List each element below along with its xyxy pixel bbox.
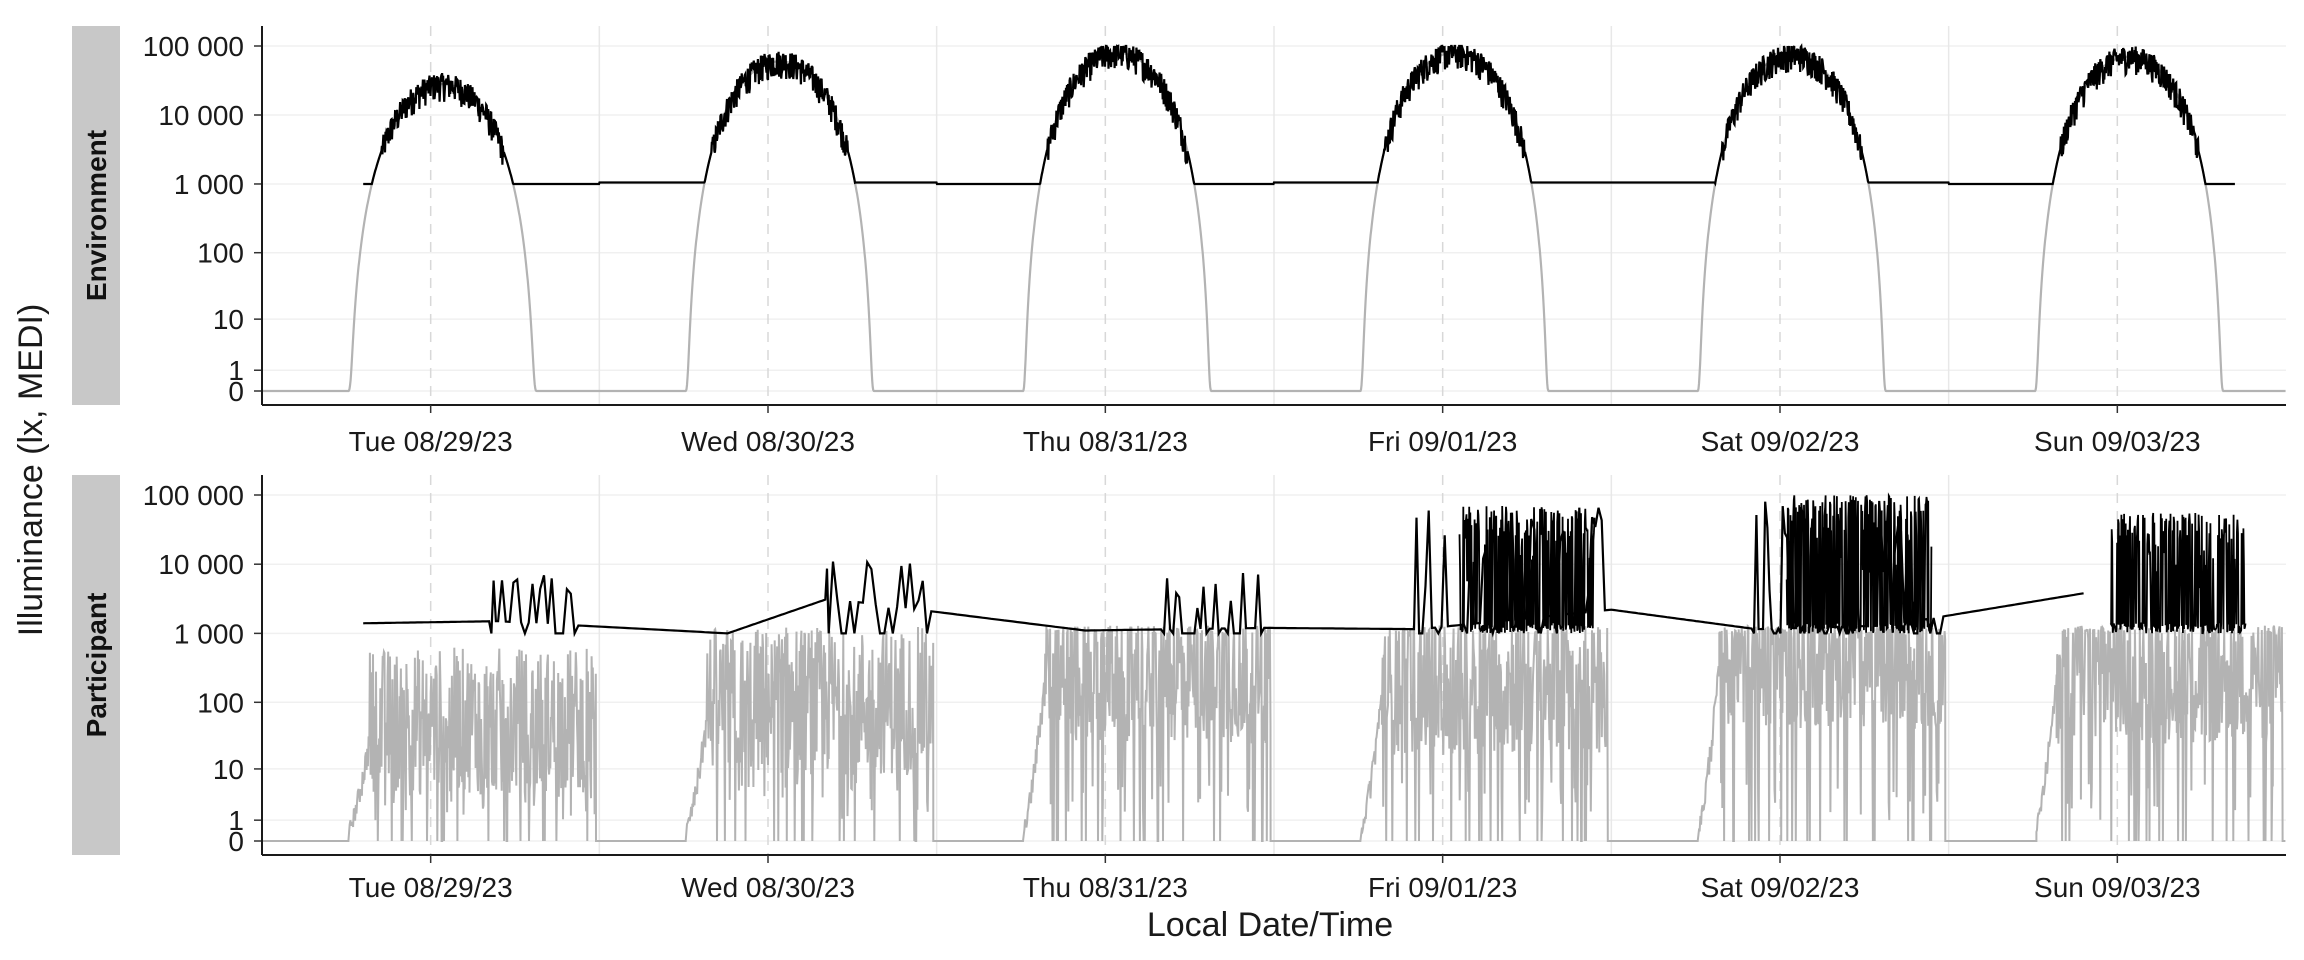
y-tick-label: 10 000	[158, 100, 244, 131]
x-tick-label: Sun 09/03/23	[2034, 872, 2201, 903]
y-tick-label: 1 000	[174, 169, 244, 200]
series-illuminance	[262, 623, 2286, 842]
facet-strip	[72, 475, 120, 855]
y-tick-label: 10	[213, 304, 244, 335]
x-tick-label: Fri 09/01/23	[1368, 426, 1517, 457]
y-tick-label: 1	[228, 355, 244, 386]
series-envelope	[363, 43, 2235, 187]
x-tick-label: Tue 08/29/23	[349, 426, 513, 457]
facet-label: Environment	[81, 130, 112, 301]
panel-environment: Environment 01 10 100 1 000 10 000 100 000 Tue …	[72, 26, 2286, 457]
x-tick-label: Sat 09/02/23	[1701, 872, 1860, 903]
x-axis-title: Local Date/Time	[1147, 906, 1393, 944]
y-tick-label: 1 000	[174, 618, 244, 649]
y-tick-label: 10 000	[158, 549, 244, 580]
series-envelope-burst	[2109, 512, 2247, 635]
x-tick-label: Wed 08/30/23	[681, 426, 855, 457]
y-tick-label: 0	[228, 376, 244, 407]
x-tick-label: Thu 08/31/23	[1023, 426, 1188, 457]
x-tick-label: Wed 08/30/23	[681, 872, 855, 903]
series-envelope-burst	[1458, 505, 1596, 634]
y-tick-label: 1	[228, 805, 244, 836]
x-tick-label: Thu 08/31/23	[1023, 872, 1188, 903]
facet-label: Participant	[81, 593, 112, 738]
series-illuminance	[262, 51, 2286, 393]
x-tick-label: Sun 09/03/23	[2034, 426, 2201, 457]
x-tick-label: Sat 09/02/23	[1701, 426, 1860, 457]
y-tick-label: 0	[228, 826, 244, 857]
y-tick-label: 10	[213, 754, 244, 785]
panel-participant: Participant 01 10 100 1 000 10 000 100 000 Tue …	[72, 475, 2286, 903]
facet-strip	[72, 26, 120, 405]
series-envelope	[363, 500, 2084, 638]
y-tick-label: 100	[197, 687, 244, 718]
y-tick-label: 100 000	[143, 31, 244, 62]
y-tick-label: 100 000	[143, 480, 244, 511]
x-tick-label: Tue 08/29/23	[349, 872, 513, 903]
x-tick-label: Fri 09/01/23	[1368, 872, 1517, 903]
y-tick-label: 100	[197, 238, 244, 269]
y-axis-title: Illuminance (lx, MEDI)	[12, 304, 50, 637]
